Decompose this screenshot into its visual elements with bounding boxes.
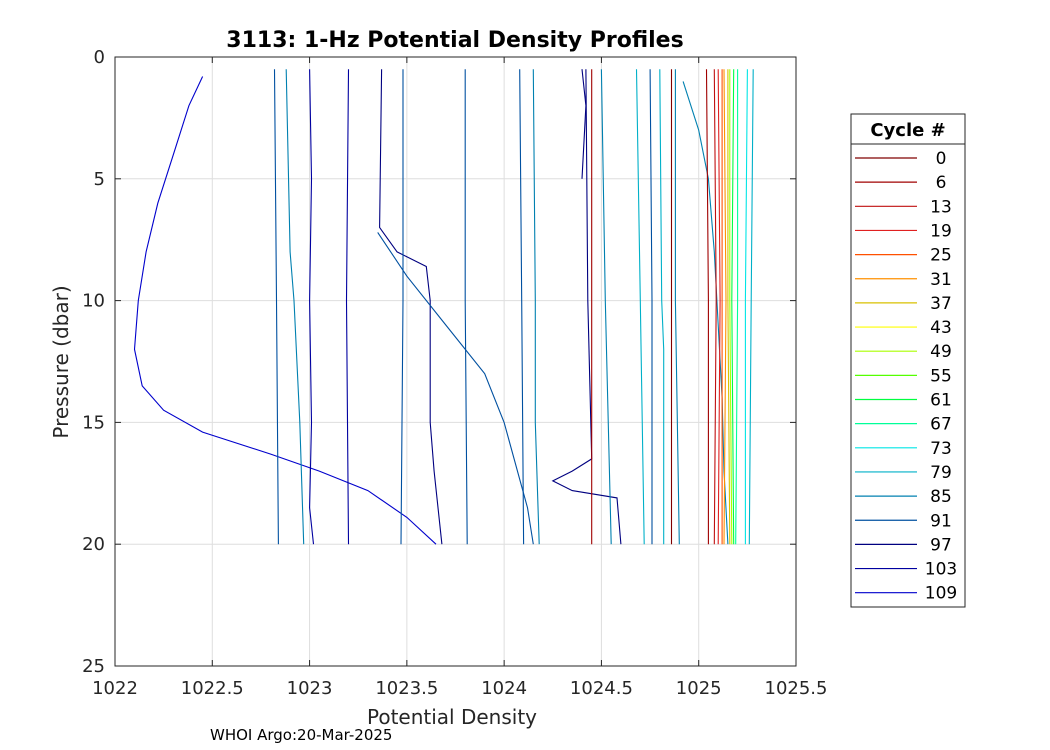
profile-line — [705, 69, 709, 545]
x-tick-label: 1025 — [676, 678, 722, 699]
legend-label: 73 — [930, 439, 952, 459]
profile-line — [464, 69, 468, 545]
legend-label: 109 — [925, 584, 957, 604]
x-axis-label: Potential Density — [367, 705, 537, 729]
profile-line — [273, 69, 279, 545]
x-tick-label: 1024.5 — [570, 678, 633, 699]
footer-stamp: WHOI Argo:20-Mar-2025 — [210, 726, 392, 744]
profile-line — [727, 69, 731, 545]
legend-label: 85 — [930, 487, 952, 507]
profile-line — [744, 69, 748, 545]
legend-label: 37 — [930, 294, 952, 314]
profile-line — [345, 69, 350, 545]
y-tick-label: 5 — [94, 169, 105, 190]
y-axis-label: Pressure (dbar) — [49, 285, 73, 438]
legend-label: 43 — [930, 318, 952, 338]
profile-line — [285, 69, 305, 545]
profile-line — [581, 69, 587, 179]
profile-line — [682, 81, 729, 545]
profile-line — [748, 69, 754, 545]
legend-label: 91 — [930, 511, 952, 531]
legend-box — [850, 113, 966, 608]
legend-label: 0 — [936, 149, 947, 169]
legend-label: 31 — [930, 270, 952, 290]
y-tick-label: 20 — [82, 534, 105, 555]
profile-line — [731, 69, 735, 545]
profile-line — [133, 76, 437, 545]
grid — [114, 56, 797, 667]
y-axis-ticks: 0 5 10 15 20 25 — [82, 47, 796, 677]
legend-label: 61 — [930, 391, 952, 411]
x-tick-label: 1023 — [287, 678, 333, 699]
legend: Cycle # 0 6 13 19 25 31 37 43 49 55 61 67 73 79 85 91 97… — [850, 113, 966, 608]
legend-label: 103 — [925, 560, 957, 580]
profile-line — [309, 69, 315, 545]
profile-line — [659, 69, 665, 545]
legend-label: 67 — [930, 415, 952, 435]
y-tick-label: 25 — [82, 656, 105, 677]
chart-title: 3113: 1-Hz Potential Density Profiles — [226, 28, 683, 53]
profile-line — [723, 69, 727, 545]
y-tick-label: 0 — [94, 47, 105, 68]
profile-line — [532, 69, 540, 545]
plot-frame — [114, 56, 797, 667]
profile-line — [674, 69, 680, 545]
profile-line — [729, 69, 733, 545]
y-tick-label: 10 — [82, 291, 105, 312]
profile-line — [400, 69, 404, 545]
profile-line — [735, 69, 739, 545]
legend-label: 79 — [930, 463, 952, 483]
y-tick-label: 15 — [82, 412, 105, 433]
legend-title: Cycle # — [870, 120, 945, 141]
profile-line — [551, 69, 622, 545]
profile-line — [635, 69, 645, 545]
legend-label: 19 — [930, 221, 952, 241]
legend-items: 0 6 13 19 25 31 37 43 49 55 61 67 73 79 85 91 97 103 109 — [855, 149, 957, 604]
x-tick-label: 1023.5 — [375, 678, 438, 699]
x-tick-label: 1025.5 — [765, 678, 828, 699]
legend-label: 55 — [930, 366, 952, 386]
profile-line — [717, 69, 721, 545]
x-tick-label: 1024 — [481, 678, 527, 699]
profile-line — [519, 69, 525, 545]
legend-label: 97 — [930, 535, 952, 555]
profile-line — [377, 232, 534, 545]
x-axis-ticks: 1022 1022.5 1023 1023.5 1024 1024.5 1025 1025.5 — [92, 57, 827, 699]
profile-line — [600, 69, 612, 545]
legend-label: 6 — [936, 173, 947, 193]
profile-line — [649, 69, 653, 545]
legend-label: 25 — [930, 246, 952, 266]
legend-label: 13 — [930, 197, 952, 217]
x-tick-label: 1022.5 — [181, 678, 244, 699]
profile-line — [713, 69, 717, 545]
legend-label: 49 — [930, 342, 952, 362]
x-tick-label: 1022 — [92, 678, 138, 699]
profile-line — [379, 69, 443, 545]
series-layer — [133, 69, 754, 545]
